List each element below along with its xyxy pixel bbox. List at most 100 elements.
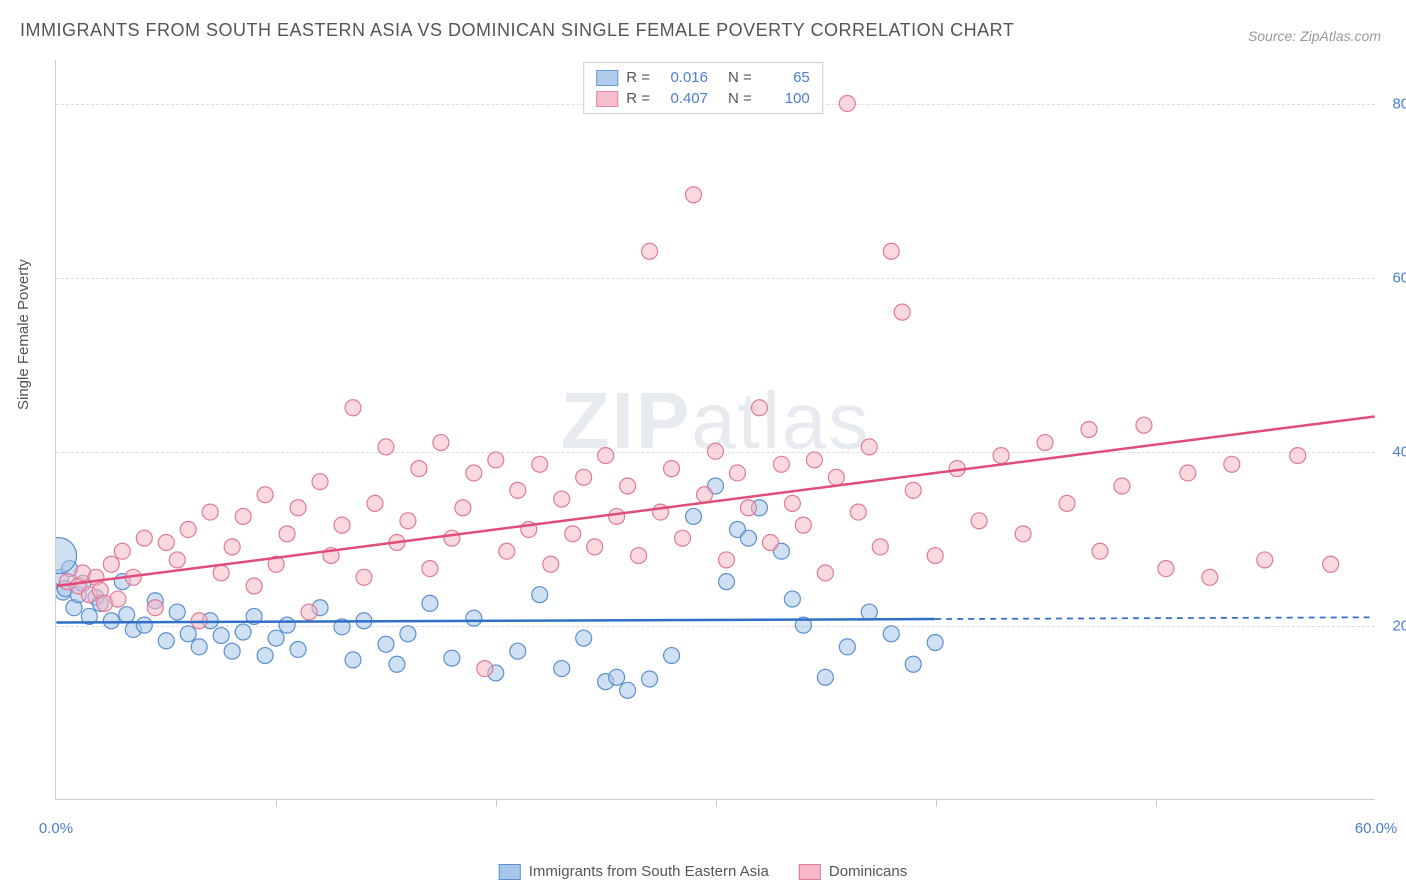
scatter-point: [367, 495, 383, 511]
scatter-point: [675, 530, 691, 546]
scatter-point: [110, 591, 126, 607]
scatter-point: [477, 661, 493, 677]
y-tick-label: 40.0%: [1392, 443, 1406, 460]
regression-line-extrapolated: [935, 617, 1374, 619]
scatter-point: [235, 624, 251, 640]
scatter-point: [455, 500, 471, 516]
scatter-svg: [56, 60, 1375, 799]
chart-plot-area: ZIPatlas 20.0%40.0%60.0%80.0%0.0%60.0%: [55, 60, 1375, 800]
scatter-point: [642, 671, 658, 687]
scatter-point: [444, 650, 460, 666]
scatter-point: [839, 639, 855, 655]
scatter-point: [828, 469, 844, 485]
scatter-point: [169, 552, 185, 568]
scatter-point: [872, 539, 888, 555]
scatter-point: [119, 607, 135, 623]
scatter-point: [202, 504, 218, 520]
scatter-point: [587, 539, 603, 555]
scatter-point: [235, 508, 251, 524]
scatter-point: [861, 604, 877, 620]
scatter-point: [773, 456, 789, 472]
scatter-point: [378, 439, 394, 455]
scatter-point: [268, 630, 284, 646]
scatter-point: [1257, 552, 1273, 568]
scatter-point: [631, 548, 647, 564]
scatter-point: [784, 591, 800, 607]
scatter-point: [1015, 526, 1031, 542]
scatter-point: [279, 617, 295, 633]
scatter-point: [1202, 569, 1218, 585]
scatter-point: [1224, 456, 1240, 472]
scatter-point: [532, 456, 548, 472]
scatter-point: [806, 452, 822, 468]
scatter-point: [718, 574, 734, 590]
scatter-point: [444, 530, 460, 546]
scatter-point: [345, 400, 361, 416]
scatter-point: [620, 478, 636, 494]
legend-n-value: 100: [760, 90, 810, 107]
scatter-point: [740, 530, 756, 546]
scatter-point: [708, 443, 724, 459]
scatter-point: [762, 535, 778, 551]
scatter-point: [927, 635, 943, 651]
scatter-point: [136, 617, 152, 633]
legend-r-label: R =: [626, 90, 650, 107]
scatter-point: [697, 487, 713, 503]
scatter-point: [224, 539, 240, 555]
legend-swatch: [499, 864, 521, 880]
scatter-point: [993, 448, 1009, 464]
scatter-point: [180, 521, 196, 537]
scatter-point: [565, 526, 581, 542]
regression-line: [56, 416, 1374, 586]
legend-n-label: N =: [728, 69, 752, 86]
scatter-point: [971, 513, 987, 529]
y-axis-label: Single Female Poverty: [15, 259, 32, 410]
scatter-point: [1092, 543, 1108, 559]
scatter-point: [927, 548, 943, 564]
scatter-point: [180, 626, 196, 642]
scatter-point: [103, 613, 119, 629]
scatter-point: [114, 543, 130, 559]
scatter-point: [1158, 561, 1174, 577]
scatter-point: [795, 517, 811, 533]
scatter-point: [389, 656, 405, 672]
scatter-point: [510, 482, 526, 498]
scatter-point: [213, 565, 229, 581]
correlation-legend-row: R =0.016N =65: [596, 67, 810, 88]
scatter-point: [598, 448, 614, 464]
x-minor-tick: [276, 799, 277, 807]
legend-r-value: 0.016: [658, 69, 708, 86]
scatter-point: [817, 565, 833, 581]
scatter-point: [883, 243, 899, 259]
scatter-point: [257, 648, 273, 664]
scatter-point: [543, 556, 559, 572]
scatter-point: [213, 628, 229, 644]
scatter-point: [1081, 422, 1097, 438]
scatter-point: [664, 648, 680, 664]
series-legend-item: Immigrants from South Eastern Asia: [499, 863, 769, 880]
scatter-point: [246, 578, 262, 594]
source-attribution: Source: ZipAtlas.com: [1248, 28, 1381, 44]
scatter-point: [554, 661, 570, 677]
scatter-point: [191, 639, 207, 655]
scatter-point: [488, 452, 504, 468]
scatter-point: [718, 552, 734, 568]
scatter-point: [554, 491, 570, 507]
scatter-point: [466, 465, 482, 481]
scatter-point: [642, 243, 658, 259]
scatter-point: [905, 656, 921, 672]
scatter-point: [729, 465, 745, 481]
scatter-point: [136, 530, 152, 546]
scatter-point: [1323, 556, 1339, 572]
series-legend-label: Immigrants from South Eastern Asia: [529, 863, 769, 880]
legend-swatch: [596, 91, 618, 107]
x-minor-tick: [1156, 799, 1157, 807]
series-legend-item: Dominicans: [799, 863, 907, 880]
scatter-point: [147, 600, 163, 616]
scatter-point: [620, 682, 636, 698]
correlation-legend: R =0.016N =65R =0.407N =100: [583, 62, 823, 114]
legend-swatch: [596, 70, 618, 86]
scatter-point: [158, 633, 174, 649]
legend-swatch: [799, 864, 821, 880]
scatter-point: [740, 500, 756, 516]
